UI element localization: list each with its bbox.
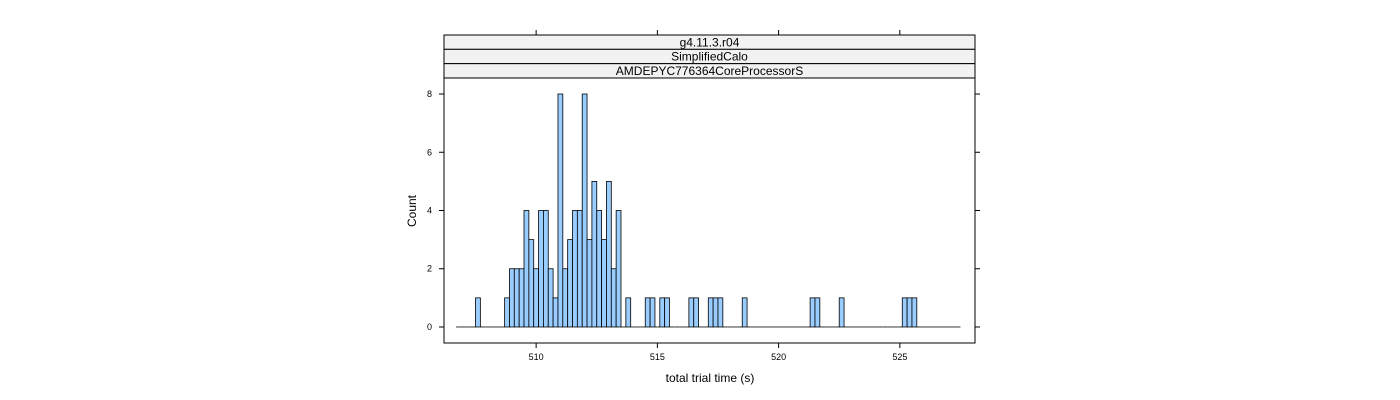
histogram-bar [712, 297, 719, 328]
y-tick-label: 2 [427, 264, 432, 274]
histogram-bar [576, 210, 583, 328]
histogram-bar [610, 268, 617, 328]
histogram-bar [814, 297, 821, 328]
histogram-bar [707, 297, 714, 328]
y-axis-label: Count [405, 194, 419, 227]
strip-label: g4.11.3.r04 [680, 35, 740, 49]
x-tick-label: 515 [650, 352, 665, 362]
histogram-bar [523, 210, 530, 328]
histogram-bar [649, 297, 656, 328]
x-tick-label: 525 [892, 352, 907, 362]
histogram-bar [543, 210, 549, 328]
histogram-bar [911, 297, 918, 328]
histogram-bar [562, 268, 569, 328]
x-tick-label: 510 [529, 352, 544, 362]
histogram-bar [547, 268, 554, 328]
x-axis: 510 515 520 525 [529, 30, 907, 362]
histogram-bar [615, 210, 622, 328]
histogram-bar [838, 297, 845, 328]
histogram-bar [552, 297, 559, 328]
histogram-bar [572, 210, 578, 328]
histogram-bar [606, 180, 612, 328]
y-axis: 0 2 4 6 8 [427, 89, 980, 332]
histogram-bar [518, 268, 525, 328]
histogram-bar [538, 210, 544, 328]
histogram-bar [557, 93, 564, 328]
x-axis-label: total trial time (s) [666, 371, 755, 385]
histogram-bar [601, 239, 607, 328]
histogram-bar [906, 297, 913, 328]
histogram-bar [509, 268, 515, 328]
x-tick-label: 520 [771, 352, 786, 362]
histogram-bar [693, 297, 699, 328]
histogram-bar [717, 297, 724, 328]
histogram-bar [809, 297, 816, 328]
strip-label: AMDEPYC776364CoreProcessorS [616, 64, 803, 78]
histogram-bar [504, 297, 510, 328]
y-tick-label: 6 [427, 147, 432, 157]
strip-headers: g4.11.3.r04SimplifiedCaloAMDEPYC776364Co… [443, 34, 976, 79]
histogram-bar [659, 297, 666, 328]
histogram-bar [596, 210, 603, 328]
histogram-bar [475, 297, 481, 328]
histogram-bar [901, 297, 908, 328]
histogram-bar [664, 297, 670, 328]
y-tick-label: 0 [427, 322, 432, 332]
y-tick-label: 8 [427, 89, 432, 99]
histogram-bar [625, 297, 632, 328]
histogram-bar [741, 297, 748, 328]
histogram-bar [513, 268, 520, 328]
histogram-bar [567, 239, 573, 328]
histogram-bars [456, 93, 961, 328]
histogram-bar [688, 297, 695, 328]
histogram-bar [528, 239, 535, 328]
histogram-bar [586, 239, 593, 328]
strip-label: SimplifiedCalo [671, 50, 748, 64]
histogram-bar [581, 93, 588, 328]
histogram-bar [533, 268, 539, 328]
histogram-bar [591, 180, 598, 328]
y-tick-label: 4 [427, 206, 432, 216]
histogram-bar [644, 297, 651, 328]
